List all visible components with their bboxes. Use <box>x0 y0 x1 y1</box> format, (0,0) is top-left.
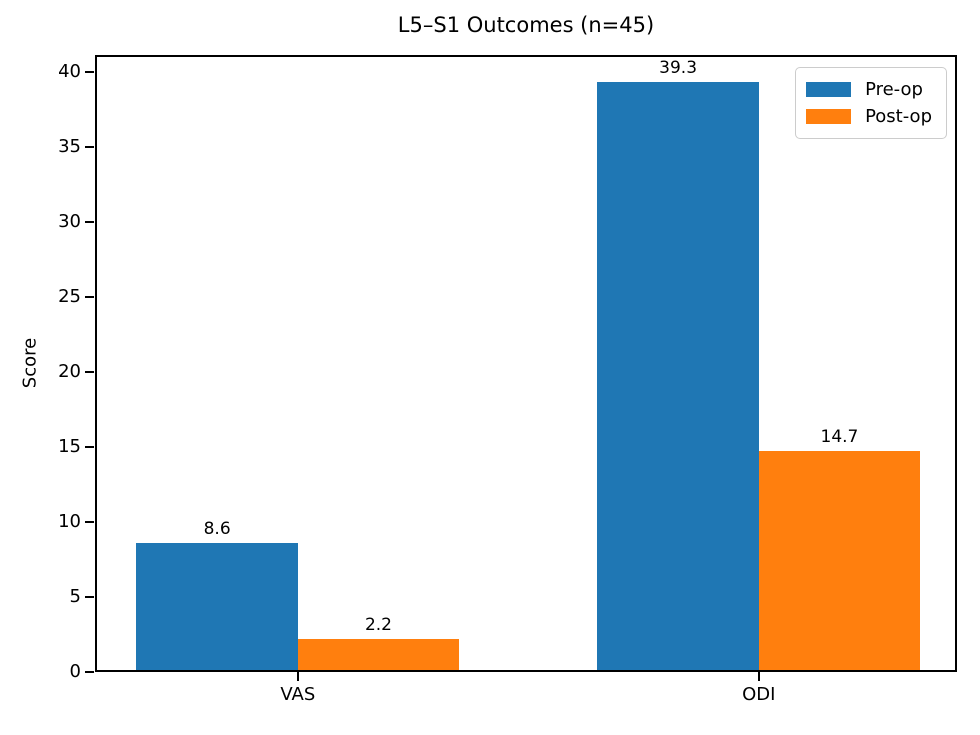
y-tick-mark <box>85 445 94 448</box>
legend-label-post-op: Post-op <box>865 106 932 127</box>
y-tick-label: 30 <box>58 210 81 232</box>
y-tick-mark <box>85 220 94 223</box>
bar-pre-op-odi <box>597 82 759 672</box>
chart-title: L5–S1 Outcomes (n=45) <box>397 13 655 37</box>
bar-pre-op-vas <box>136 542 298 672</box>
y-tick-label: 15 <box>58 435 81 457</box>
legend-swatch-pre-op <box>806 82 852 97</box>
legend: Pre-op Post-op <box>795 67 947 139</box>
bar-value-label-pre-op-odi: 39.3 <box>659 58 698 79</box>
bar-post-op-odi <box>758 451 921 672</box>
y-tick-mark <box>85 295 94 298</box>
legend-item-post-op: Post-op <box>806 104 932 129</box>
y-tick-label: 35 <box>58 135 81 157</box>
y-tick-mark <box>85 370 94 373</box>
plot-area: 8.6 2.2 39.3 14.7 0 5 10 15 20 25 30 35 40 VAS ODI P… <box>58 55 957 705</box>
legend-item-pre-op: Pre-op <box>806 77 932 102</box>
x-tick-mark <box>757 672 760 681</box>
y-tick-mark <box>85 595 94 598</box>
bar-value-label-pre-op-vas: 8.6 <box>203 518 231 539</box>
y-tick-mark <box>85 145 94 148</box>
bar-post-op-vas <box>297 638 460 672</box>
y-tick-mark <box>85 671 94 673</box>
y-tick-label: 40 <box>58 60 81 82</box>
y-tick-label: 20 <box>58 360 81 382</box>
y-tick-label: 0 <box>69 661 81 682</box>
y-tick-label: 10 <box>58 510 81 532</box>
x-tick-label-odi: ODI <box>742 684 776 705</box>
x-tick-mark <box>296 672 299 681</box>
y-tick-mark <box>85 520 94 523</box>
y-tick-label: 25 <box>58 285 81 307</box>
x-tick-label-vas: VAS <box>280 684 316 705</box>
bar-value-label-post-op-vas: 2.2 <box>364 614 392 635</box>
y-tick-label: 5 <box>69 585 81 607</box>
y-tick-mark <box>85 70 94 73</box>
legend-label-pre-op: Pre-op <box>865 79 923 100</box>
legend-swatch-post-op <box>806 109 852 124</box>
bar-value-label-post-op-odi: 14.7 <box>820 427 859 448</box>
